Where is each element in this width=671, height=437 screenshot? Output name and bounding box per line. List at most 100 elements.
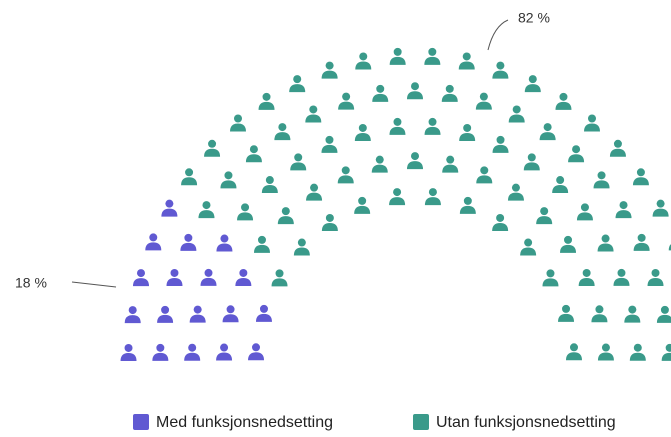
icon-head	[156, 343, 165, 352]
legend: Med funksjonsnedsetting Utan funksjonsned…	[133, 414, 616, 431]
person-icon	[576, 203, 593, 221]
icon-body	[507, 192, 524, 201]
icon-body	[253, 244, 270, 253]
icon-body	[523, 162, 540, 171]
icon-body	[230, 123, 247, 132]
icon-body	[576, 212, 593, 221]
icon-head	[149, 233, 158, 242]
icon-head	[527, 153, 536, 162]
person-icon	[424, 188, 441, 206]
icon-head	[297, 238, 306, 247]
person-icon	[591, 305, 608, 323]
icon-head	[188, 343, 197, 352]
icon-head	[446, 155, 455, 164]
person-icon	[492, 61, 509, 79]
person-icon	[475, 92, 492, 110]
icon-body	[492, 222, 509, 231]
person-icon	[632, 168, 649, 186]
person-icon	[248, 343, 265, 361]
person-icon	[277, 207, 294, 225]
icon-body	[189, 314, 206, 323]
label-connector	[71, 281, 117, 288]
icon-head	[463, 123, 472, 132]
icon-body	[161, 208, 178, 217]
icon-body	[508, 114, 525, 123]
icon-head	[479, 92, 488, 101]
icon-head	[293, 75, 302, 84]
person-icon	[407, 82, 423, 100]
item-area	[120, 47, 671, 361]
icon-body	[290, 162, 307, 171]
icon-head	[265, 176, 274, 185]
person-icon	[629, 343, 646, 361]
person-icon	[555, 92, 572, 110]
icon-head	[124, 343, 133, 352]
person-icon	[245, 145, 262, 163]
icon-head	[411, 82, 419, 91]
icon-head	[651, 268, 660, 277]
icon-head	[524, 238, 533, 247]
icon-head	[540, 207, 549, 216]
person-icon	[290, 153, 307, 171]
icon-head	[375, 155, 384, 164]
icon-body	[597, 243, 614, 252]
icon-head	[601, 343, 610, 352]
person-icon	[558, 304, 575, 322]
person-icon	[656, 305, 671, 323]
person-icon	[216, 343, 233, 361]
person-icon	[305, 105, 322, 123]
icon-head	[393, 47, 402, 56]
person-icon	[321, 213, 338, 231]
icon-body	[220, 180, 237, 189]
person-icon	[615, 201, 632, 219]
icon-head	[128, 306, 137, 315]
icon-head	[325, 135, 334, 144]
person-icon	[507, 183, 524, 201]
icon-head	[660, 305, 669, 314]
person-icon	[338, 92, 355, 110]
person-icon	[200, 268, 217, 286]
icon-head	[613, 139, 622, 148]
person-icon	[508, 105, 525, 123]
label-connector	[487, 19, 509, 51]
icon-body	[222, 314, 239, 323]
icon-body	[216, 243, 233, 252]
icon-head	[463, 196, 472, 205]
icon-body	[647, 277, 664, 286]
icon-head	[252, 343, 261, 352]
icon-head	[636, 168, 645, 177]
icon-body	[629, 352, 646, 361]
person-icon	[578, 268, 595, 286]
icon-head	[359, 52, 368, 61]
icon-body	[235, 277, 252, 286]
icon-body	[237, 212, 254, 221]
icon-head	[165, 199, 174, 208]
icon-body	[475, 101, 492, 110]
icon-head	[136, 269, 145, 278]
icon-body	[204, 148, 221, 157]
icon-head	[496, 213, 505, 222]
icon-body	[668, 244, 671, 251]
person-icon	[389, 188, 406, 206]
person-icon	[560, 235, 577, 253]
person-icon	[458, 52, 475, 70]
icon-body	[198, 210, 215, 219]
person-icon	[624, 305, 641, 323]
icon-body	[157, 314, 174, 323]
person-icon	[271, 269, 288, 287]
icon-head	[587, 114, 596, 123]
icon-body	[271, 278, 288, 287]
icon-head	[224, 171, 233, 180]
icon-body	[633, 242, 650, 251]
icon-body	[180, 242, 197, 251]
icon-body	[200, 277, 217, 286]
person-icon	[407, 152, 423, 170]
icon-body	[520, 247, 537, 256]
person-icon	[152, 343, 169, 361]
icon-body	[458, 61, 475, 70]
icon-body	[597, 352, 614, 361]
data-label: 18 %	[15, 275, 47, 291]
icon-body	[565, 352, 582, 361]
icon-head	[342, 92, 351, 101]
icon-head	[480, 166, 489, 175]
